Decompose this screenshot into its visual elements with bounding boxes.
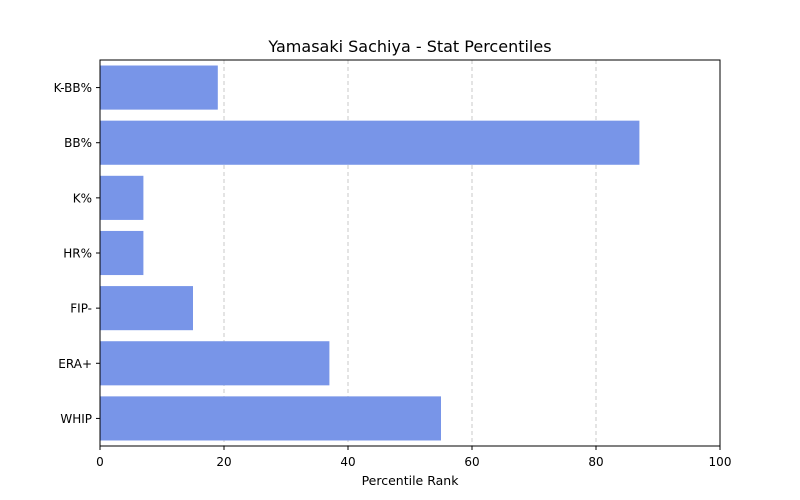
y-tick-label: FIP- bbox=[70, 302, 92, 316]
x-tick-label: 20 bbox=[216, 455, 231, 469]
bar bbox=[100, 230, 144, 276]
y-tick-label: HR% bbox=[63, 247, 92, 261]
bar bbox=[100, 65, 218, 110]
bars bbox=[100, 65, 640, 441]
bar bbox=[100, 396, 441, 441]
y-tick-label: K-BB% bbox=[54, 81, 92, 95]
chart-title: Yamasaki Sachiya - Stat Percentiles bbox=[267, 37, 551, 56]
x-tick-label: 40 bbox=[340, 455, 355, 469]
y-tick-label: ERA+ bbox=[58, 357, 92, 371]
bar bbox=[100, 341, 330, 386]
x-tick-label: 100 bbox=[709, 455, 732, 469]
x-axis-ticks: 0 20 40 60 80 100 bbox=[96, 446, 731, 469]
x-tick-label: 80 bbox=[588, 455, 603, 469]
y-tick-label: WHIP bbox=[60, 412, 92, 426]
x-tick-label: 0 bbox=[96, 455, 104, 469]
y-axis-ticks: K-BB% BB% K% HR% FIP- ERA+ WHIP bbox=[54, 81, 100, 426]
bar bbox=[100, 286, 193, 331]
grid-lines bbox=[223, 60, 597, 446]
x-axis-label: Percentile Rank bbox=[362, 473, 460, 488]
bar bbox=[100, 120, 640, 165]
plot-frame bbox=[99, 59, 721, 447]
x-tick-label: 60 bbox=[464, 455, 479, 469]
y-tick-label: BB% bbox=[64, 136, 92, 150]
bar bbox=[100, 175, 144, 220]
y-tick-label: K% bbox=[73, 191, 92, 205]
